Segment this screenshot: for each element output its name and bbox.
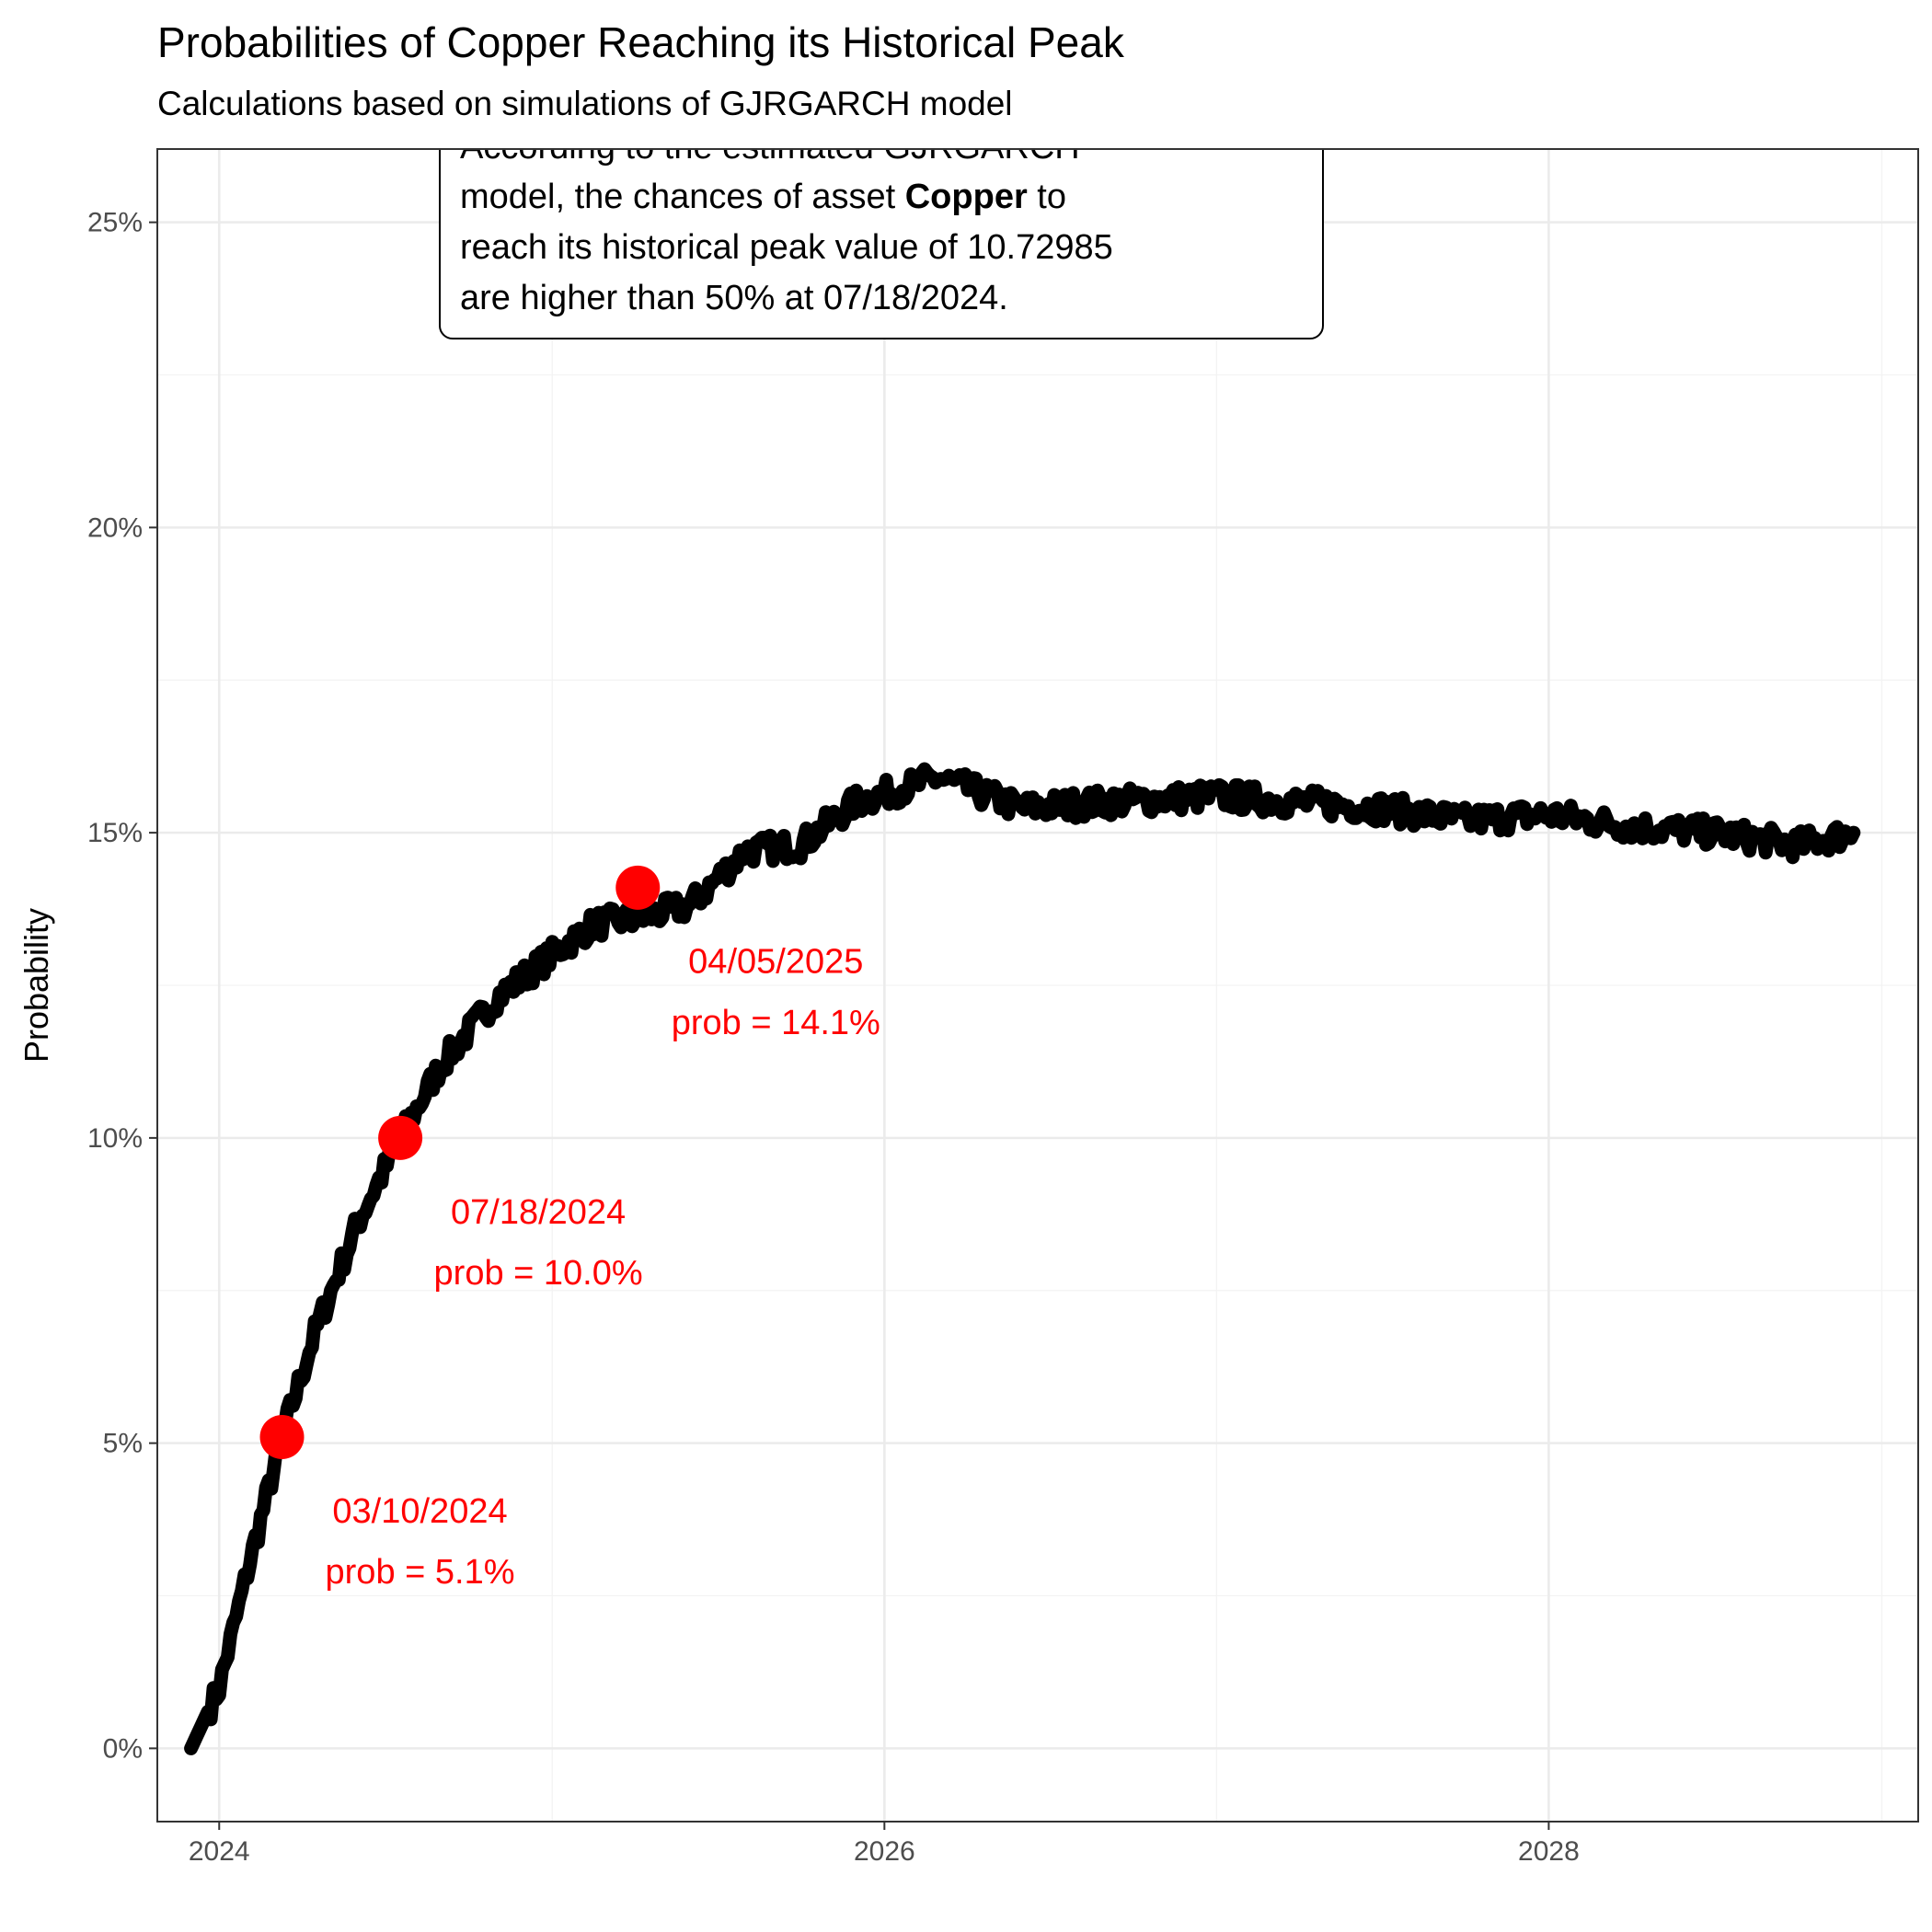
y-axis-title: Probability <box>17 908 55 1063</box>
highlight-points <box>259 865 661 1459</box>
highlight-date-label: 04/05/2025 <box>688 943 863 982</box>
highlight-labels: 03/10/2024 prob = 5.1% 07/18/2024 prob =… <box>326 943 880 1593</box>
y-tick-label: 25% <box>87 208 143 238</box>
axis-tick-marks <box>149 221 1550 1830</box>
y-tick-label: 10% <box>87 1123 143 1154</box>
highlight-point <box>259 1414 305 1459</box>
annotation-line-2: model, the chances of asset Copper to <box>460 178 1066 216</box>
x-tick-label: 2026 <box>854 1836 915 1867</box>
annotation-line-4: are higher than 50% at 07/18/2024. <box>460 279 1008 317</box>
chart-title: Probabilities of Copper Reaching its His… <box>157 18 1125 66</box>
y-tick-label: 20% <box>87 512 143 543</box>
minor-gridlines <box>157 149 1918 1822</box>
highlight-prob-label: prob = 5.1% <box>326 1553 515 1592</box>
highlight-point <box>378 1115 423 1160</box>
highlight-prob-label: prob = 14.1% <box>672 1004 880 1042</box>
highlight-point <box>615 865 661 910</box>
probability-series-line <box>184 762 1861 1755</box>
plot-panel-border <box>156 148 1919 1823</box>
y-tick-label: 0% <box>103 1733 143 1764</box>
x-tick-label: 2028 <box>1518 1836 1580 1867</box>
y-tick-label: 15% <box>87 818 143 848</box>
annotation-line-2-start: model, the chances of asset <box>460 178 905 216</box>
y-tick-label: 5% <box>103 1429 143 1459</box>
highlight-date-label: 03/10/2024 <box>332 1492 507 1531</box>
annotation-asset-name: Copper <box>905 178 1028 216</box>
highlight-date-label: 07/18/2024 <box>451 1193 626 1232</box>
highlight-prob-label: prob = 10.0% <box>434 1254 643 1293</box>
annotation-line-1: According to the estimated GJRGARCH <box>460 128 1080 167</box>
chart-subtitle: Calculations based on simulations of GJR… <box>157 85 1013 122</box>
x-tick-label: 2024 <box>189 1836 250 1867</box>
annotation-box: According to the estimated GJRGARCH mode… <box>439 128 1324 339</box>
annotation-line-2-end: to <box>1028 178 1066 216</box>
x-axis: 2024 2026 2028 <box>189 1836 1580 1867</box>
annotation-line-3: reach its historical peak value of 10.72… <box>460 228 1113 267</box>
y-axis: 0% 5% 10% 15% 20% 25% <box>87 208 143 1765</box>
annotation-frame <box>439 149 1324 339</box>
